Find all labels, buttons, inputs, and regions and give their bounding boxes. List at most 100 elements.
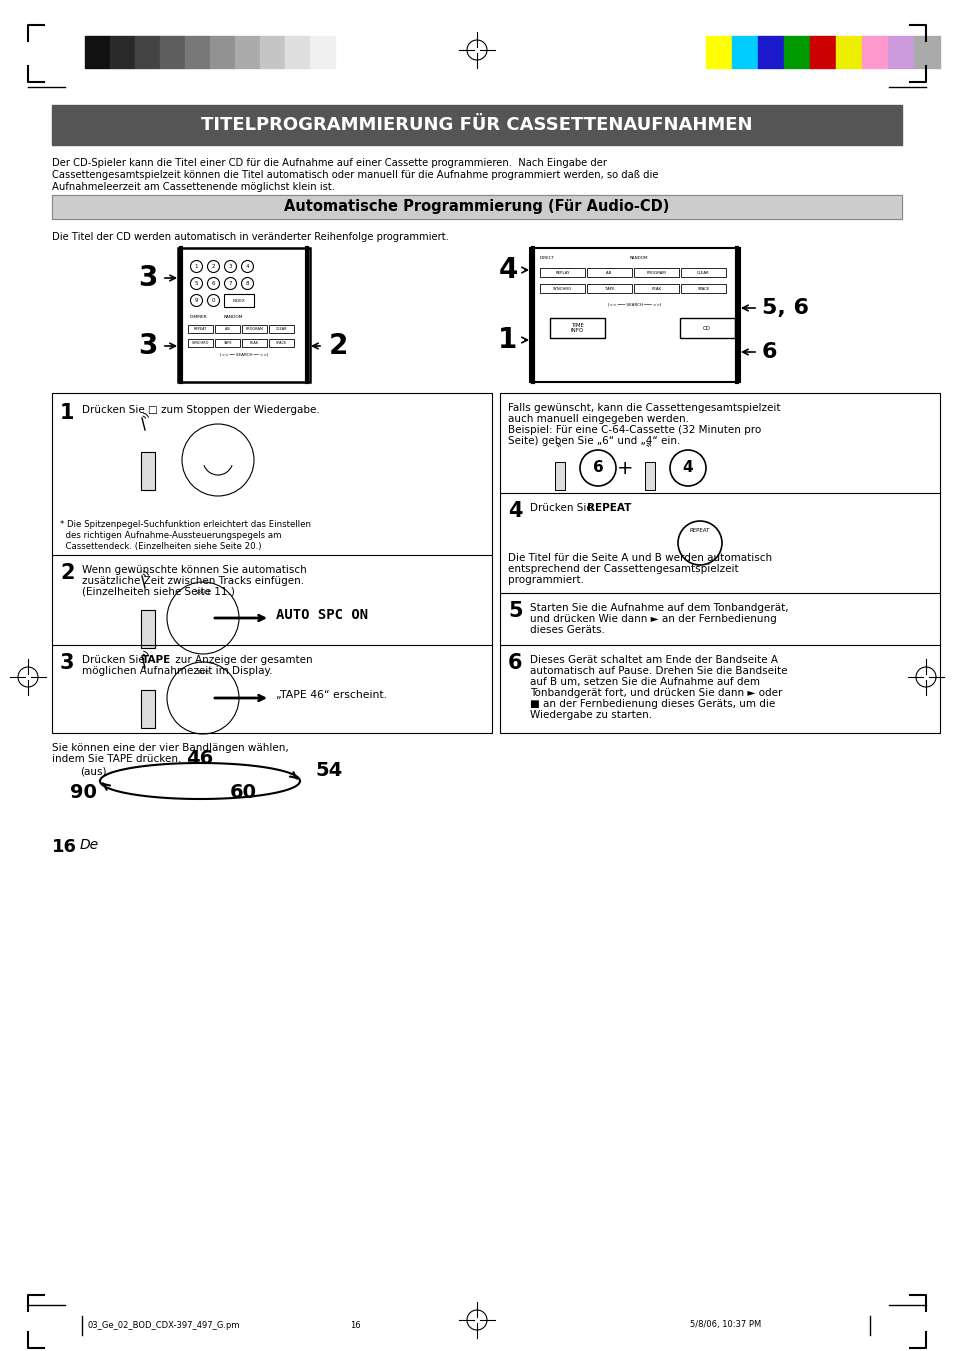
Text: Drücken Sie □ zum Stoppen der Wiedergabe.: Drücken Sie □ zum Stoppen der Wiedergabe… [82, 405, 319, 415]
Bar [539, 284, 584, 293]
Text: 6: 6 [507, 653, 522, 673]
Text: PROGRAM: PROGRAM [245, 327, 263, 331]
Text: auch manuell eingegeben werden.: auch manuell eingegeben werden. [507, 413, 688, 424]
Bar [188, 326, 213, 332]
Text: 16: 16 [52, 838, 77, 857]
Text: 2: 2 [212, 263, 215, 269]
Bar [141, 611, 154, 648]
Text: 2: 2 [328, 332, 347, 359]
Text: und drücken Wie dann ► an der Fernbedienung: und drücken Wie dann ► an der Fernbedien… [530, 613, 776, 624]
Text: 4: 4 [497, 255, 517, 284]
Bar [85, 36, 110, 68]
Bar [679, 317, 734, 338]
Bar [224, 295, 253, 307]
Text: TAPE: TAPE [142, 655, 172, 665]
Text: Falls gewünscht, kann die Cassettengesamtspielzeit: Falls gewünscht, kann die Cassettengesam… [507, 403, 780, 413]
Bar [135, 36, 160, 68]
Bar [52, 195, 901, 219]
Bar [586, 267, 631, 277]
Bar [141, 453, 154, 490]
Bar [188, 339, 213, 347]
Text: Dieses Gerät schaltet am Ende der Bandseite A: Dieses Gerät schaltet am Ende der Bandse… [530, 655, 778, 665]
Bar [644, 462, 655, 490]
Text: Beispiel: Für eine C-64-Cassette (32 Minuten pro: Beispiel: Für eine C-64-Cassette (32 Min… [507, 426, 760, 435]
Text: „TAPE 46“ erscheint.: „TAPE 46“ erscheint. [275, 690, 387, 700]
Bar [862, 36, 887, 68]
Bar [539, 267, 584, 277]
Bar [913, 36, 939, 68]
Text: 3: 3 [138, 263, 157, 292]
Text: AUTO SPC ON: AUTO SPC ON [275, 608, 368, 621]
Text: REPLAY: REPLAY [555, 270, 569, 274]
Text: Automatische Programmierung (Für Audio-CD): Automatische Programmierung (Für Audio-C… [284, 200, 669, 215]
Text: 90: 90 [70, 784, 97, 802]
Bar [160, 36, 185, 68]
Text: PEAK: PEAK [651, 286, 660, 290]
Text: CLEAR: CLEAR [697, 270, 709, 274]
Bar [634, 284, 679, 293]
Bar [185, 36, 210, 68]
Bar [680, 267, 725, 277]
Text: 1: 1 [60, 403, 74, 423]
Text: des richtigen Aufnahme-Aussteuerungspegels am: des richtigen Aufnahme-Aussteuerungspege… [60, 531, 281, 540]
Text: SYNCHRO: SYNCHRO [553, 286, 572, 290]
Bar [550, 317, 604, 338]
Text: 54: 54 [314, 762, 342, 781]
Text: Drücken Sie: Drücken Sie [82, 655, 148, 665]
Text: DIRECT: DIRECT [539, 255, 555, 259]
Text: Sie können eine der vier Bandlängen wählen,: Sie können eine der vier Bandlängen wähl… [52, 743, 289, 753]
Text: 1: 1 [497, 326, 517, 354]
Text: TIME
INFO: TIME INFO [570, 323, 583, 334]
Text: ■ an der Fernbedienung dieses Geräts, um die: ■ an der Fernbedienung dieses Geräts, um… [530, 698, 775, 709]
Bar [530, 249, 740, 382]
Text: 4: 4 [682, 461, 693, 476]
Text: 5/8/06, 10:37 PM: 5/8/06, 10:37 PM [689, 1320, 760, 1329]
Bar [586, 284, 631, 293]
Text: SPACE: SPACE [275, 340, 287, 345]
Text: INDEX: INDEX [233, 299, 245, 303]
Text: Drücken Sie: Drücken Sie [530, 503, 596, 513]
Text: indem Sie TAPE drücken.: indem Sie TAPE drücken. [52, 754, 181, 765]
Bar [499, 393, 939, 734]
Bar [285, 36, 310, 68]
Bar [178, 249, 310, 382]
Text: Wenn gewünschte können Sie automatisch: Wenn gewünschte können Sie automatisch [82, 565, 307, 576]
Text: +: + [616, 458, 633, 477]
Text: automatisch auf Pause. Drehen Sie die Bandseite: automatisch auf Pause. Drehen Sie die Ba… [530, 666, 786, 676]
Text: .: . [621, 503, 625, 513]
Bar [141, 690, 154, 728]
Text: TAPE: TAPE [196, 670, 210, 676]
Bar [269, 326, 294, 332]
Text: CD: CD [702, 326, 710, 331]
Text: |<< ── SEARCH ── >>|: |<< ── SEARCH ── >>| [219, 353, 268, 357]
Text: 3: 3 [138, 332, 157, 359]
Text: Cassettendeck. (Einzelheiten siehe Seite 20.): Cassettendeck. (Einzelheiten siehe Seite… [60, 542, 261, 551]
Bar [214, 326, 240, 332]
Text: 4: 4 [507, 501, 522, 521]
Bar [210, 36, 234, 68]
Text: 6: 6 [592, 461, 602, 476]
Bar [269, 339, 294, 347]
Text: 5: 5 [507, 601, 522, 621]
Text: PEAK: PEAK [250, 340, 259, 345]
Text: REPEAT: REPEAT [689, 528, 709, 534]
Text: SPACE: SPACE [194, 590, 212, 594]
Text: CLEAR: CLEAR [275, 327, 287, 331]
Text: RANDOM: RANDOM [629, 255, 648, 259]
Text: A-B: A-B [224, 327, 230, 331]
Bar [110, 36, 135, 68]
Text: REPEAT: REPEAT [586, 503, 631, 513]
Text: 4: 4 [246, 263, 249, 269]
Text: Cassettengesamtspielzeit können die Titel automatisch oder manuell für die Aufna: Cassettengesamtspielzeit können die Tite… [52, 170, 658, 180]
Bar [680, 284, 725, 293]
Text: PROGRAM: PROGRAM [646, 270, 666, 274]
Text: 5, 6: 5, 6 [761, 299, 808, 317]
Text: 46: 46 [186, 750, 213, 769]
Text: 0: 0 [212, 299, 215, 303]
Text: 16: 16 [350, 1320, 360, 1329]
Text: Starten Sie die Aufnahme auf dem Tonbandgerät,: Starten Sie die Aufnahme auf dem Tonband… [530, 603, 788, 613]
Text: Aufnahmeleerzeit am Cassettenende möglichst klein ist.: Aufnahmeleerzeit am Cassettenende möglic… [52, 182, 335, 192]
Text: TAPE: TAPE [604, 286, 614, 290]
Text: zur Anzeige der gesamten: zur Anzeige der gesamten [172, 655, 313, 665]
Bar [809, 36, 835, 68]
